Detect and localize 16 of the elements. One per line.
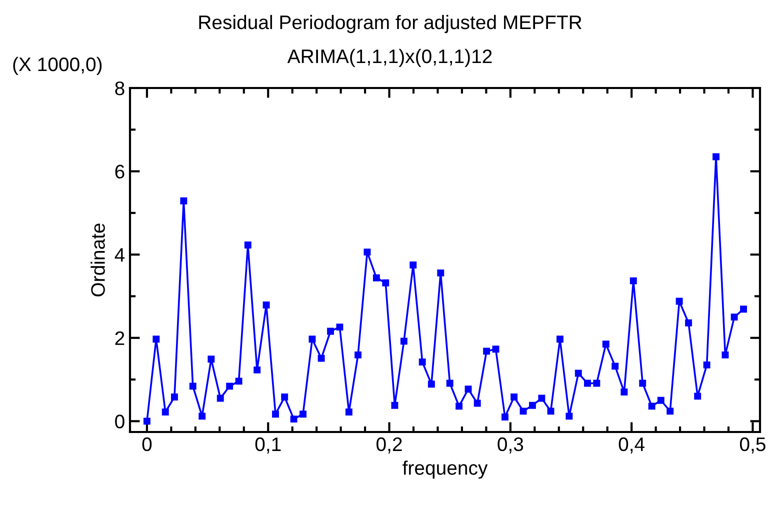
x-tick-label: 0	[142, 437, 152, 452]
y-tick-label: 6	[115, 164, 124, 179]
chart-subtitle: ARIMA(1,1,1)x(0,1,1)12	[287, 48, 492, 68]
text: (X 1000,0)	[13, 56, 102, 76]
chart-title: Residual Periodogram for adjusted MEPFTR	[199, 14, 582, 34]
y-tick-label: 8	[115, 81, 124, 96]
x-tick-label: 0,3	[498, 437, 524, 454]
y-axis-title: Ordinate	[90, 224, 105, 296]
x-tick-label: 0,1	[255, 437, 281, 454]
x-tick-label: 0,5	[740, 437, 766, 454]
x-tick-label: 0,4	[618, 437, 645, 454]
y-tick-label: 0	[115, 414, 124, 428]
x-axis-title: frequency	[402, 460, 488, 479]
y-tick-label: 4	[114, 248, 125, 262]
x-tick-label: 0,2	[376, 437, 402, 454]
y-tick-label: 2	[115, 331, 124, 345]
